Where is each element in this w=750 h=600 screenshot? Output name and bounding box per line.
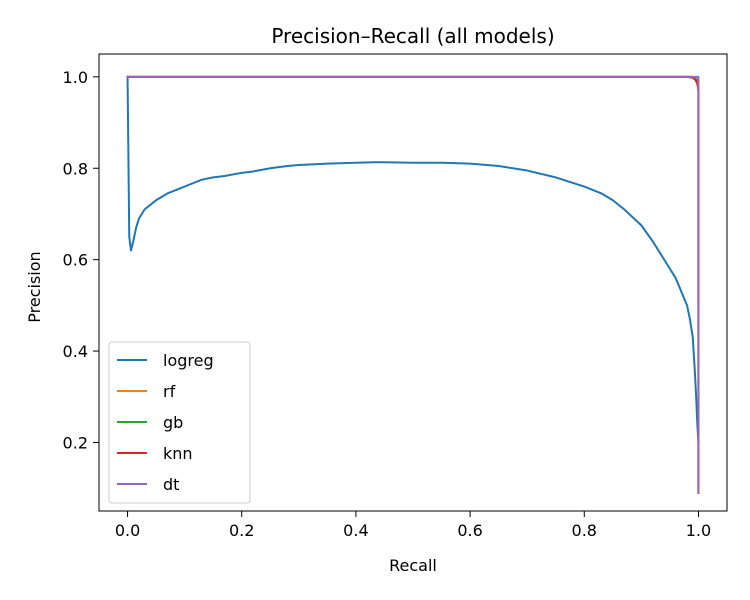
legend-box: [108, 341, 251, 504]
y-tick-label: 0.8: [63, 159, 88, 178]
legend-label-dt: dt: [163, 475, 179, 494]
x-tick-label: 0.8: [572, 521, 597, 540]
series-line-dt: [126, 75, 700, 494]
x-tick-label: 0.2: [229, 521, 254, 540]
y-tick-label: 0.4: [63, 342, 88, 361]
x-tick-label: 0.0: [115, 521, 140, 540]
y-tick-label: 0.2: [63, 433, 88, 452]
series-line-logreg: [126, 75, 700, 444]
y-tick-label: 0.6: [63, 251, 88, 270]
series-layer: [126, 75, 700, 494]
legend-label-logreg: logreg: [163, 351, 214, 370]
y-tick-label: 1.0: [63, 68, 88, 87]
legend-label-rf: rf: [163, 382, 176, 401]
x-tick-label: 0.4: [343, 521, 368, 540]
x-tick-label: 0.6: [457, 521, 482, 540]
x-axis-label: Recall: [389, 556, 437, 575]
y-axis-label: Precision: [25, 251, 44, 322]
legend-label-knn: knn: [163, 444, 193, 463]
legend-label-gb: gb: [163, 413, 183, 432]
ticks-layer: 0.0 0.2 0.4 0.6 0.8 1.0 0.2 0.4 0.6 0.8 1.0: [63, 68, 712, 540]
plot-frame: [98, 53, 728, 512]
chart-title: Precision–Recall (all models): [271, 24, 554, 48]
x-tick-label: 1.0: [686, 521, 711, 540]
legend: logreg rf gb knn dt: [108, 341, 251, 504]
